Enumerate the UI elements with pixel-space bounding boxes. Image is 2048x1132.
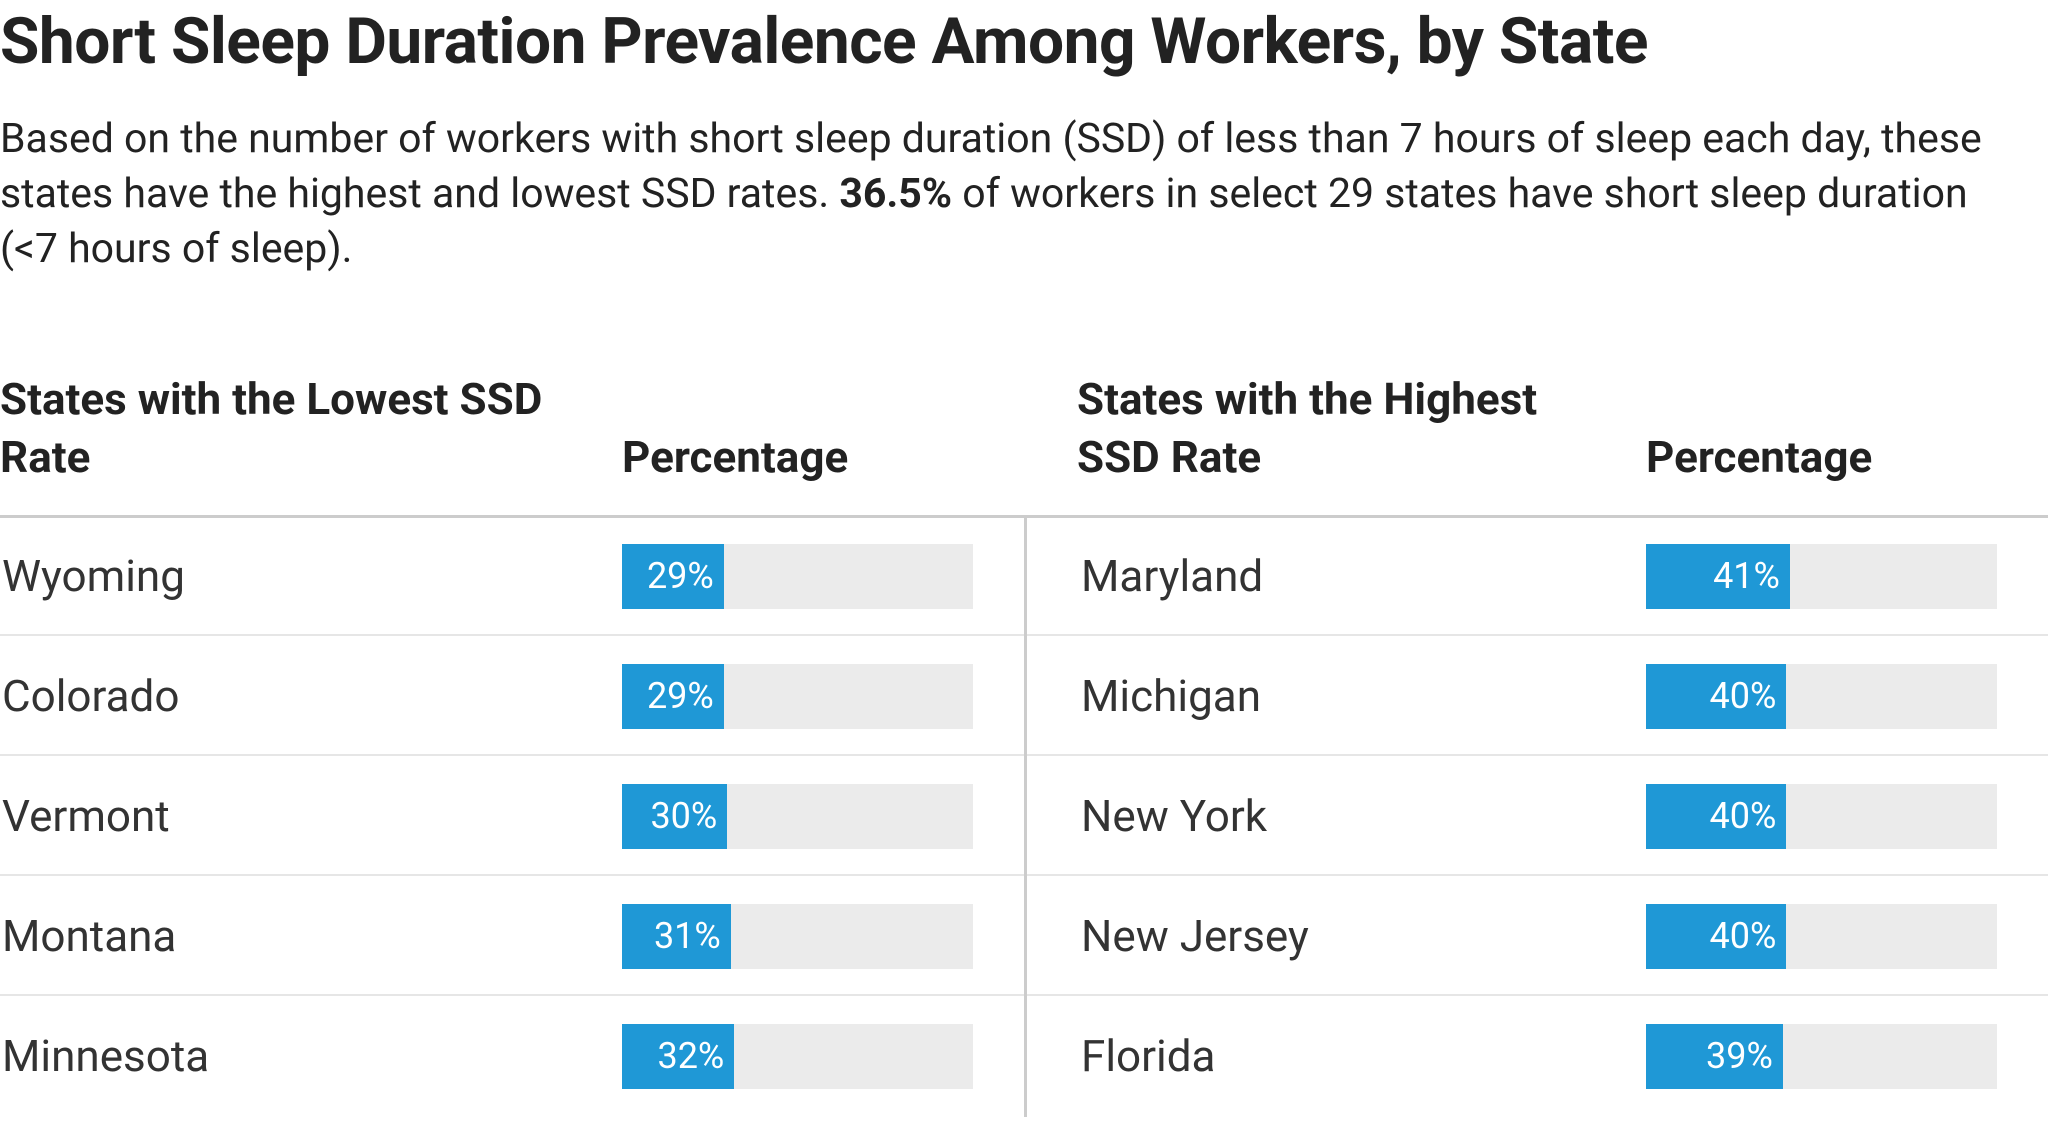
value-label: 29% [646, 555, 714, 597]
value-label: 40% [1709, 915, 1777, 957]
column-header: States with the Highest SSD Rate [1077, 373, 1538, 483]
header-rule [0, 515, 2048, 518]
state-name: Minnesota [2, 1030, 210, 1082]
description-text: of workers in select 29 states have shor… [0, 170, 1968, 273]
state-name: Maryland [1081, 550, 1264, 602]
state-name: Colorado [2, 670, 180, 722]
bar [1646, 544, 1790, 609]
value-label: 31% [653, 915, 721, 957]
column-header: States with the Lowest SSD Rate [0, 373, 543, 483]
value-label: 30% [650, 795, 718, 837]
bar [1646, 664, 1787, 729]
value-label: 32% [657, 1035, 725, 1077]
row-separator [1027, 874, 2048, 876]
bar [1646, 784, 1787, 849]
state-name: Vermont [2, 790, 170, 842]
bar [622, 1024, 735, 1089]
row-separator [0, 874, 1024, 876]
value-label: 39% [1706, 1035, 1773, 1077]
title: Short Sleep Duration Prevalence Among Wo… [0, 4, 1648, 79]
description-text: Based on the number of workers with shor… [0, 115, 1982, 218]
bar [622, 784, 728, 849]
description-highlight: 36.5% [839, 170, 953, 218]
state-name: Montana [2, 910, 177, 962]
state-name: Michigan [1081, 670, 1262, 722]
row-separator [0, 754, 1024, 756]
state-name: Florida [1081, 1030, 1216, 1082]
bar [622, 544, 724, 609]
bar [622, 664, 724, 729]
description: Based on the number of workers with shor… [0, 112, 2000, 277]
column-header: Percentage [1646, 431, 1873, 483]
row-separator [1027, 994, 2048, 996]
value-label: 29% [646, 675, 714, 717]
row-separator [0, 994, 1024, 996]
bar [1646, 1024, 1783, 1089]
column-header: Percentage [622, 431, 849, 483]
row-separator [0, 634, 1024, 636]
value-label: 41% [1713, 555, 1780, 597]
column-divider [1024, 517, 1027, 1117]
row-separator [1027, 634, 2048, 636]
state-name: New York [1081, 790, 1268, 842]
bar [1646, 904, 1787, 969]
value-label: 40% [1709, 795, 1777, 837]
state-name: Wyoming [2, 550, 185, 602]
row-separator [1027, 754, 2048, 756]
bar [622, 904, 731, 969]
value-label: 40% [1709, 675, 1777, 717]
state-name: New Jersey [1081, 910, 1309, 962]
